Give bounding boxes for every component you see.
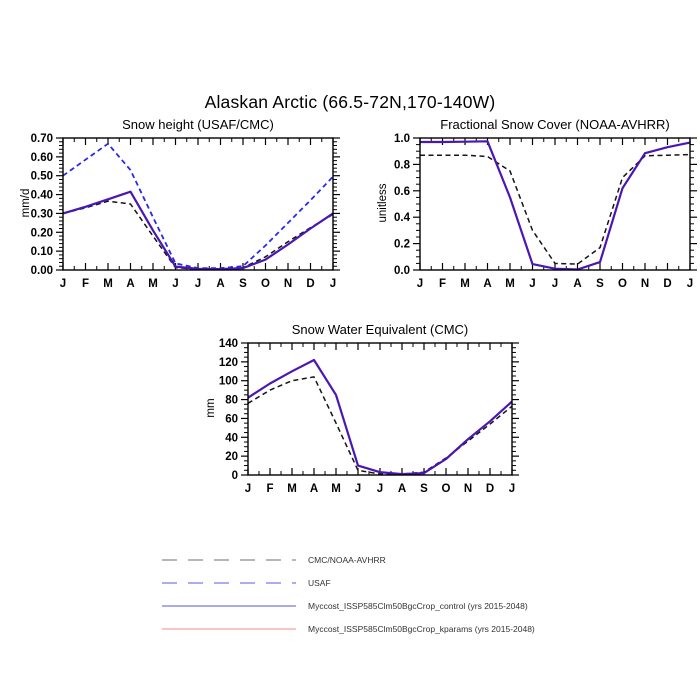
legend-swatch-solid-red-icon [162, 627, 296, 630]
x-tick-label: J [687, 278, 693, 290]
y-tick-label: 0 [232, 470, 238, 482]
y-tick-label: 0.30 [31, 208, 53, 220]
plot-frame [419, 137, 691, 271]
series-line-cmc-noaa-avhrr [420, 153, 691, 265]
legend-swatch-dashed-gray-icon [162, 558, 296, 561]
x-tick-label: N [641, 278, 649, 290]
x-tick-label: D [486, 483, 494, 495]
series-line-myccost-issp585clm50bgccrop-control [247, 358, 513, 476]
x-tick-label: N [464, 483, 472, 495]
y-tick-label: 0.4 [394, 212, 411, 224]
x-tick-label: M [103, 278, 113, 290]
x-tick-label: D [306, 278, 314, 290]
figure-title: Alaskan Arctic (66.5-72N,170-140W) [204, 92, 496, 112]
y-tick-label: 0.8 [394, 159, 411, 171]
y-tick-label: 0.00 [31, 265, 53, 277]
x-tick-label: A [573, 278, 581, 290]
y-tick-label: 40 [225, 432, 238, 444]
legend-item-cmc-noaa-avhrr: CMC/NOAA-AVHRR [160, 548, 580, 571]
chart-title-fractional-snow-cover: Fractional Snow Cover (NOAA-AVHRR) [440, 117, 670, 132]
chart-title-snow-water-equivalent: Snow Water Equivalent (CMC) [291, 322, 469, 337]
series-line-myccost-issp585clm50bgccrop-control [62, 190, 334, 271]
series-line-myccost-issp585clm50bgccrop-control [420, 140, 691, 271]
series-line-usaf [62, 142, 334, 270]
x-tick-label: J [417, 278, 423, 290]
x-tick-label: J [509, 483, 515, 495]
series-line-cmc-noaa-avhrr [62, 200, 334, 270]
x-tick-label: N [284, 278, 292, 290]
y-tick-label: 60 [225, 413, 238, 425]
x-tick-label: M [460, 278, 470, 290]
y-tick-label: 20 [225, 451, 238, 463]
y-tick-label: 0.20 [31, 227, 53, 239]
y-tick-label: 100 [219, 376, 238, 388]
y-tick-label: 1.0 [394, 133, 410, 145]
y-tick-label: 0.60 [31, 152, 53, 164]
legend-swatch-solid-blue-icon [162, 604, 296, 607]
chart-title-snow-height: Snow height (USAF/CMC) [122, 117, 274, 132]
x-tick-label: F [266, 483, 273, 495]
legend: CMC/NOAA-AVHRR USAF Myccost_ISSP585Clm50… [160, 548, 580, 640]
x-tick-label: F [82, 278, 89, 290]
legend-label: USAF [308, 577, 331, 588]
y-tick-label: 120 [219, 357, 238, 369]
legend-swatch-dashed-blue-icon [162, 581, 296, 584]
x-tick-label: A [398, 483, 406, 495]
x-tick-label: S [420, 483, 428, 495]
x-tick-label: J [330, 278, 336, 290]
legend-label: CMC/NOAA-AVHRR [308, 554, 386, 565]
x-tick-label: D [663, 278, 671, 290]
y-tick-label: 0.0 [394, 265, 410, 277]
x-tick-label: J [195, 278, 201, 290]
x-tick-label: A [126, 278, 134, 290]
y-tick-label: 0.2 [394, 239, 410, 251]
x-tick-label: M [287, 483, 297, 495]
x-tick-label: A [483, 278, 491, 290]
y-tick-label: 0.70 [31, 133, 53, 145]
y-tick-label: 0.50 [31, 171, 53, 183]
y-axis-label-mm: mm [205, 398, 217, 418]
x-tick-label: A [216, 278, 224, 290]
y-axis-label-unitless: unitless [377, 183, 389, 223]
legend-label: Myccost_ISSP585Clm50BgcCrop_control (yrs… [308, 600, 528, 611]
x-tick-label: F [439, 278, 446, 290]
x-tick-label: A [310, 483, 318, 495]
y-tick-label: 80 [225, 395, 238, 407]
x-tick-label: J [377, 483, 383, 495]
legend-item-control-run: Myccost_ISSP585Clm50BgcCrop_control (yrs… [160, 594, 580, 617]
x-tick-label: S [596, 278, 604, 290]
y-tick-label: 0.10 [31, 246, 53, 258]
legend-label: Myccost_ISSP585Clm50BgcCrop_kparams (yrs… [308, 623, 535, 634]
x-tick-label: J [60, 278, 66, 290]
x-tick-label: S [239, 278, 247, 290]
legend-item-usaf: USAF [160, 571, 580, 594]
x-tick-label: M [505, 278, 515, 290]
x-tick-label: M [148, 278, 158, 290]
series-line-cmc-noaa-avhrr [247, 376, 513, 475]
x-tick-label: O [261, 278, 270, 290]
plot-frame [62, 137, 334, 271]
y-tick-label: 0.6 [394, 186, 410, 198]
x-tick-label: J [529, 278, 535, 290]
x-tick-label: M [331, 483, 341, 495]
y-tick-label: 140 [219, 338, 238, 350]
legend-item-kparams-run: Myccost_ISSP585Clm50BgcCrop_kparams (yrs… [160, 617, 580, 640]
y-tick-label: 0.40 [31, 190, 53, 202]
x-tick-label: O [442, 483, 451, 495]
x-tick-label: J [172, 278, 178, 290]
plot-frame [247, 342, 513, 476]
y-axis-label-mmd: mm/d [20, 188, 32, 218]
x-tick-label: J [245, 483, 251, 495]
x-tick-label: J [355, 483, 361, 495]
x-tick-label: J [552, 278, 558, 290]
x-tick-label: O [618, 278, 627, 290]
